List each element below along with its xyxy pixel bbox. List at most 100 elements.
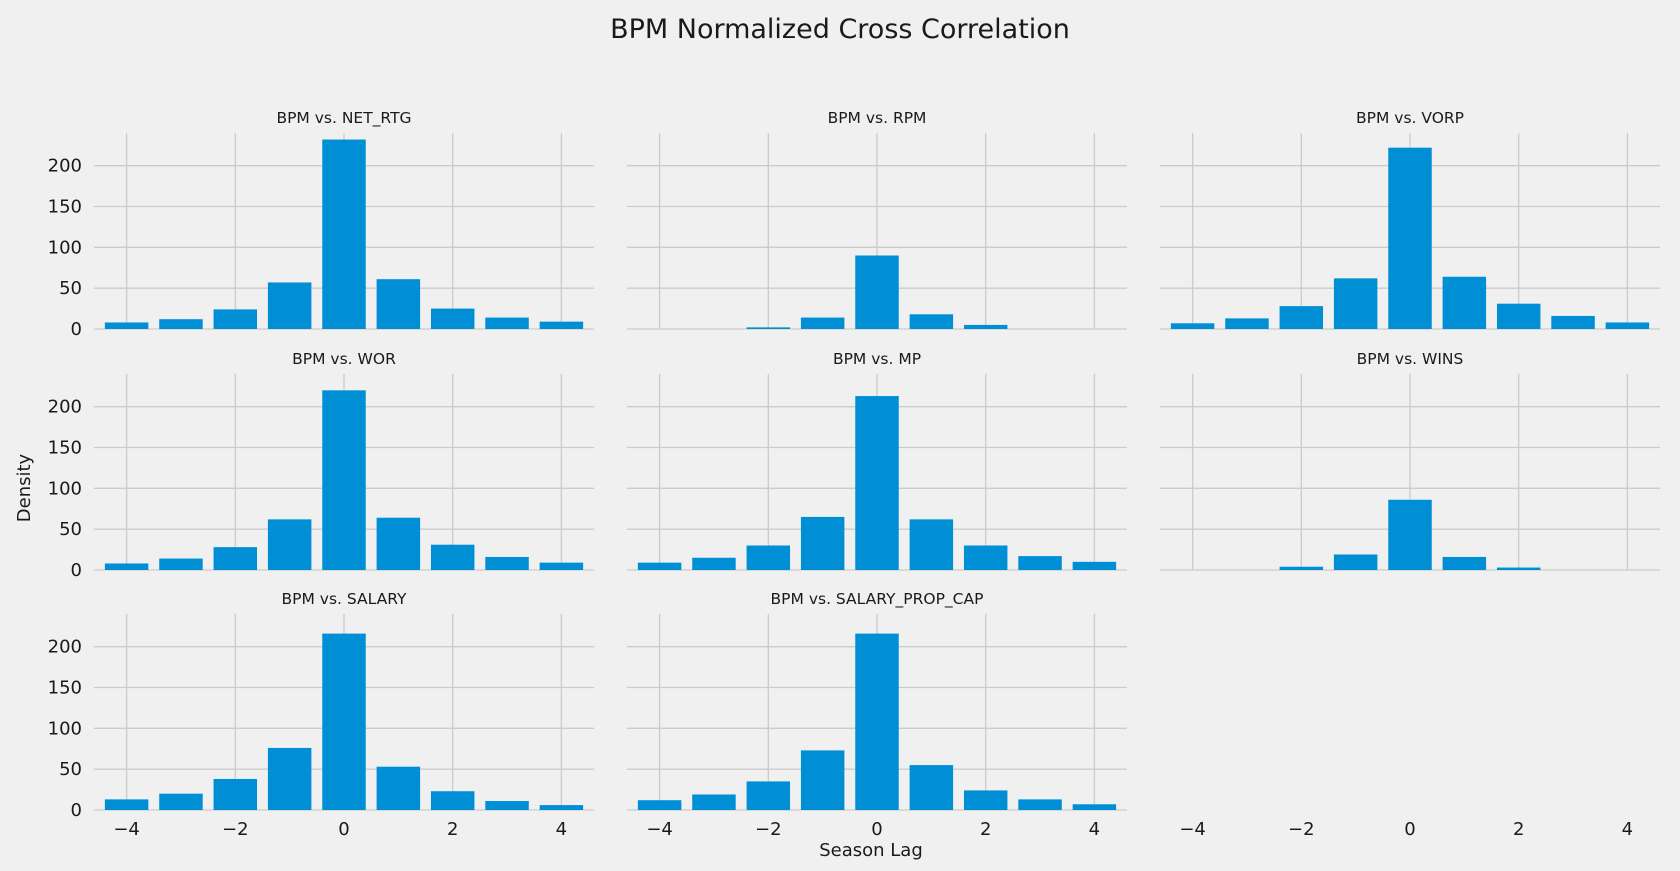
bar	[1279, 306, 1324, 329]
x-tick-label: 2	[447, 819, 458, 840]
bar	[430, 308, 475, 329]
x-tick-label: −2	[222, 819, 249, 840]
subplot-title: BPM vs. WINS	[1357, 350, 1464, 368]
bar	[267, 282, 312, 329]
subplot-9: −4 −2 0 2 4	[1179, 819, 1633, 840]
x-tick-label: −2	[755, 819, 782, 840]
y-tick-label: 150	[48, 197, 82, 218]
bar	[1496, 567, 1541, 570]
bar	[159, 319, 203, 329]
subplot-title: BPM vs. MP	[833, 350, 921, 368]
bar	[800, 750, 845, 810]
subplot-6: BPM vs. WINS	[1160, 350, 1660, 571]
bar	[539, 805, 584, 810]
x-tick-label: 2	[980, 819, 991, 840]
bar	[1072, 804, 1117, 810]
bar	[855, 255, 899, 329]
bar	[430, 544, 475, 570]
bar	[376, 517, 421, 570]
x-tick-label: −2	[1288, 819, 1315, 840]
bar	[909, 765, 954, 810]
x-tick-label: 4	[1622, 819, 1633, 840]
bar	[213, 309, 258, 329]
y-tick-label: 100	[48, 237, 82, 258]
bar	[855, 396, 899, 570]
subplot-1: BPM vs. NET_RTG 0 50 100 150 200	[48, 109, 594, 340]
x-tick-label: 0	[871, 819, 882, 840]
bar	[637, 800, 682, 810]
subplot-4: BPM vs. WOR 0 50 100 150 200	[48, 350, 594, 581]
bar	[1605, 322, 1650, 329]
bar	[692, 794, 736, 810]
bar	[746, 781, 791, 810]
bar	[1388, 499, 1432, 570]
y-tick-label: 200	[48, 156, 82, 177]
x-tick-label: 0	[338, 819, 349, 840]
subplot-title: BPM vs. RPM	[828, 109, 927, 127]
y-axis-label: Density	[14, 453, 35, 522]
bar	[1018, 799, 1062, 810]
bar	[1388, 147, 1432, 329]
bar	[159, 793, 203, 810]
bar	[104, 322, 149, 329]
y-tick-label: 150	[48, 678, 82, 699]
bar	[213, 547, 258, 570]
subplot-2: BPM vs. RPM	[627, 109, 1127, 330]
bar	[963, 324, 1008, 329]
bar	[322, 390, 366, 570]
bar	[159, 558, 203, 570]
bar	[1442, 556, 1487, 570]
bar	[376, 279, 421, 329]
bar	[1551, 315, 1595, 329]
bar	[963, 790, 1008, 810]
y-tick-label: 200	[48, 397, 82, 418]
bar	[1496, 303, 1541, 329]
y-tick-label: 0	[71, 800, 82, 821]
bar	[1333, 554, 1378, 570]
bar	[1072, 561, 1117, 570]
bar	[1333, 278, 1378, 329]
bar	[1170, 323, 1215, 329]
bar	[909, 519, 954, 570]
y-tick-label: 0	[71, 319, 82, 340]
bar	[746, 545, 791, 570]
y-tick-label: 50	[59, 519, 82, 540]
bar	[213, 778, 258, 810]
bar	[267, 519, 312, 570]
y-tick-label: 50	[59, 759, 82, 780]
bar	[1442, 276, 1487, 329]
y-tick-label: 0	[71, 560, 82, 581]
y-tick-label: 50	[59, 278, 82, 299]
x-axis-label: Season Lag	[819, 840, 923, 861]
x-tick-label: 4	[1089, 819, 1100, 840]
bar	[485, 801, 529, 810]
subplot-title: BPM vs. NET_RTG	[276, 109, 411, 128]
x-tick-label: 2	[1513, 819, 1524, 840]
bar	[322, 633, 366, 810]
bar	[692, 557, 736, 570]
y-tick-label: 150	[48, 438, 82, 459]
bar	[637, 562, 682, 570]
bar	[1279, 566, 1324, 570]
bar	[267, 747, 312, 810]
bar	[430, 791, 475, 810]
bar	[104, 799, 149, 810]
bar	[909, 314, 954, 329]
bar	[485, 317, 529, 329]
subplot-5: BPM vs. MP	[627, 350, 1127, 571]
bar	[855, 633, 899, 810]
bar	[746, 327, 791, 329]
bar	[800, 516, 845, 570]
bar	[1225, 318, 1269, 329]
y-tick-label: 200	[48, 637, 82, 658]
subplot-title: BPM vs. SALARY	[282, 590, 407, 608]
bar	[1018, 556, 1062, 570]
subplot-title: BPM vs. WOR	[292, 350, 396, 368]
bar	[485, 556, 529, 570]
bar	[800, 317, 845, 329]
x-tick-label: −4	[646, 819, 673, 840]
x-tick-label: 0	[1404, 819, 1415, 840]
subplot-title: BPM vs. SALARY_PROP_CAP	[771, 590, 984, 609]
